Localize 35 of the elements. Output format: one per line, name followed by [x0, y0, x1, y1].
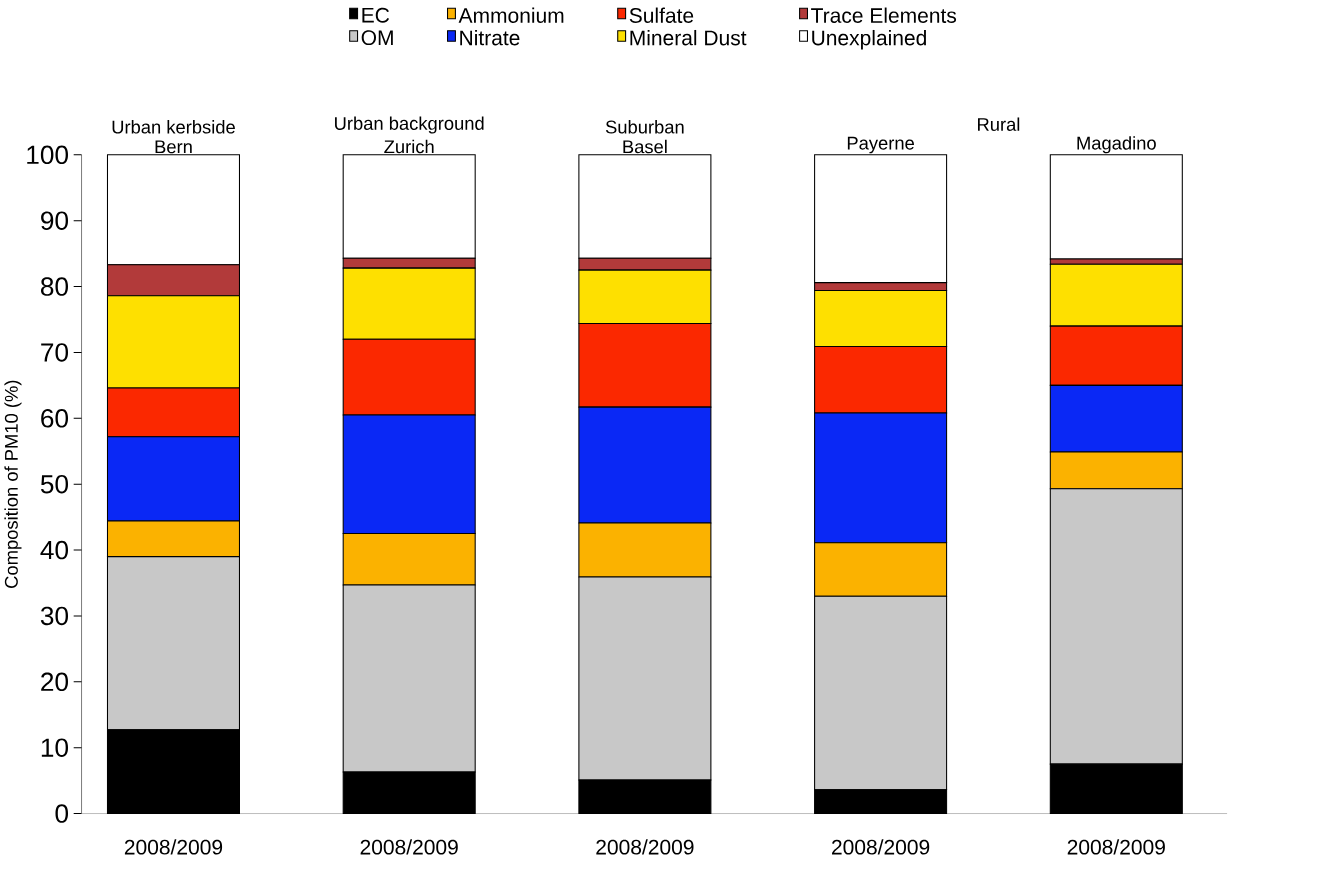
bar	[1049, 154, 1183, 260]
annotation: 2008/2009	[124, 839, 223, 855]
text: Urban background	[335, 116, 484, 134]
y-tick-label: 10	[41, 738, 69, 758]
legend-label: Nitrate	[460, 30, 520, 46]
legend-label: EC	[362, 8, 390, 23]
legend-label: Mineral Dust	[630, 30, 747, 46]
x-tick-label: Basel	[623, 139, 667, 154]
text: Suburban	[605, 120, 684, 134]
y-tick-label: 20	[41, 672, 69, 692]
legend-label: Trace Elements	[811, 7, 957, 24]
y-axis-title: Composition of PM10 (%)	[4, 380, 22, 589]
annotation: 2008/2009	[832, 839, 930, 855]
y-tick-label: 0	[55, 804, 69, 824]
y-tick-label: 80	[40, 277, 69, 297]
text: Urban kerbside	[112, 120, 235, 134]
y-tick-label: 100	[27, 145, 68, 165]
x-tick-label: Bern	[155, 140, 192, 154]
y-tick-label: 30	[40, 606, 69, 626]
x-tick-label: Magadino	[1077, 136, 1156, 154]
legend-label: Ammonium	[458, 7, 564, 24]
y-tick-label: 50	[40, 475, 69, 494]
y-tick-label: 90	[41, 211, 69, 231]
y-tick-label: 40	[40, 540, 69, 560]
x-tick-label: Zurich	[384, 139, 434, 154]
y-tick-label: 70	[41, 343, 69, 362]
annotation: 2008/2009	[360, 839, 458, 855]
legend-label: Unexplained	[812, 30, 926, 50]
annotation: 2008/2009	[596, 839, 694, 855]
annotation: 2008/2009	[1067, 839, 1165, 855]
y-tick-label: 60	[41, 409, 69, 428]
x-tick-label: Payerne	[847, 137, 914, 154]
text: Rural	[978, 117, 1020, 132]
legend-label: Sulfate	[629, 7, 694, 24]
legend-label: OM	[361, 30, 393, 46]
